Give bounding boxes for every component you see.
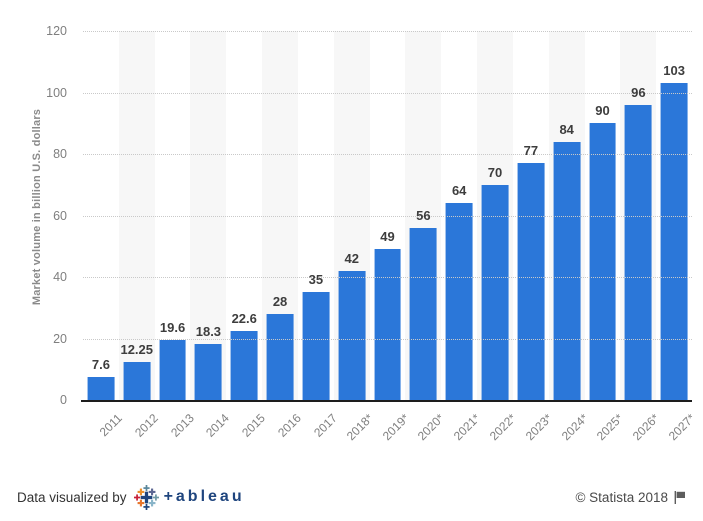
y-tick-label: 120 — [46, 24, 67, 38]
footer-attribution: Data visualized by — [17, 484, 245, 510]
y-tick-label: 80 — [53, 147, 67, 161]
column-2016: 28 — [262, 31, 298, 400]
column-2020: 56 — [405, 31, 442, 400]
column-2024: 84 — [548, 31, 585, 400]
column-2011: 7.6 — [83, 31, 119, 400]
bar-value-label: 28 — [272, 293, 288, 309]
column-2026: 96 — [620, 31, 657, 400]
bar-2026[interactable] — [624, 104, 652, 400]
statista-link[interactable]: © Statista 2018 — [575, 490, 686, 505]
statista-credit: © Statista 2018 — [575, 489, 668, 505]
column-2022: 70 — [477, 31, 513, 400]
column-2021: 64 — [441, 31, 477, 400]
y-tick-label: 100 — [46, 85, 67, 100]
bar-value-label: 49 — [380, 229, 395, 245]
column-2027: 103 — [656, 31, 692, 400]
x-tick-label: 2023* — [522, 411, 555, 444]
bar-2023[interactable] — [517, 163, 545, 400]
y-tick-label: 20 — [53, 331, 67, 346]
bar-2013[interactable] — [159, 339, 186, 400]
bar-2019[interactable] — [374, 249, 401, 400]
bar-value-label: 18.3 — [195, 323, 222, 339]
bar-2012[interactable] — [123, 362, 151, 400]
y-tick-label: 0 — [60, 393, 67, 407]
x-tick-label: 2027* — [665, 411, 698, 444]
x-tick-label: 2011 — [96, 411, 125, 440]
bar-2017[interactable] — [302, 292, 330, 400]
bar-2018[interactable] — [338, 270, 366, 400]
column-2018: 42 — [333, 31, 370, 400]
bar-value-label: 12.25 — [120, 342, 154, 358]
y-axis-ticks: 120 100 80 60 40 20 0 — [0, 0, 67, 420]
tableau-logo-icon — [133, 484, 159, 510]
x-tick-label: 2025* — [594, 411, 627, 444]
bar-value-label: 7.6 — [91, 356, 110, 372]
x-tick-label: 2016 — [275, 411, 304, 440]
footer: Data visualized by — [0, 473, 703, 521]
bar-2027[interactable] — [660, 83, 688, 400]
bar-value-label: 96 — [631, 84, 646, 100]
bar-value-label: 70 — [487, 164, 503, 180]
x-tick-label: 2022* — [486, 411, 519, 444]
column-2012: 12.25 — [118, 31, 155, 400]
bar-value-label: 90 — [595, 103, 610, 119]
bar-value-label: 35 — [308, 272, 324, 288]
bar-2014[interactable] — [194, 343, 222, 400]
y-tick-label: 60 — [53, 208, 67, 223]
bar-2020[interactable] — [409, 227, 437, 400]
column-2019: 49 — [370, 31, 406, 400]
tableau-link[interactable]: +ableau — [133, 484, 245, 510]
x-tick-label: 2024* — [558, 411, 591, 444]
bar-2016[interactable] — [266, 313, 294, 400]
bar-2021[interactable] — [445, 203, 473, 400]
x-tick-label: 2015 — [239, 411, 269, 440]
x-tick-label: 2026* — [630, 411, 663, 444]
column-2014: 18.3 — [190, 31, 227, 400]
x-tick-label: 2017 — [310, 411, 340, 440]
bar-2011[interactable] — [87, 376, 115, 400]
bar-2024[interactable] — [553, 141, 581, 400]
x-tick-label: 2020* — [415, 411, 448, 444]
bar-2015[interactable] — [230, 330, 258, 400]
bar-2022[interactable] — [481, 184, 509, 400]
bar-value-label: 19.6 — [159, 319, 186, 335]
column-2023: 77 — [513, 31, 549, 400]
column-2013: 19.6 — [155, 31, 191, 400]
x-tick-label: 2021* — [450, 411, 484, 444]
visualized-by-text: Data visualized by — [17, 489, 127, 505]
x-tick-label: 2018* — [343, 411, 376, 444]
x-tick-label: 2012 — [131, 411, 161, 440]
bar-value-label: 84 — [559, 121, 574, 137]
bar-value-label: 64 — [451, 183, 467, 199]
y-tick-label: 40 — [53, 270, 67, 284]
bar-value-label: 42 — [344, 250, 359, 266]
bar-value-label: 22.6 — [231, 310, 257, 326]
column-2017: 35 — [298, 31, 334, 400]
plot-area: 7.6 12.25 19.6 18.3 22.6 28 35 42 49 56 64 70 77 84 90… — [83, 31, 692, 400]
column-2025: 90 — [585, 31, 621, 400]
x-tick-label: 2019* — [379, 411, 412, 444]
bar-2025[interactable] — [589, 123, 616, 400]
x-axis-line — [81, 400, 692, 402]
flag-icon — [674, 490, 685, 504]
bar-value-label: 103 — [663, 63, 686, 79]
tableau-wordmark: +ableau — [163, 488, 245, 505]
x-tick-label: 2014 — [203, 411, 233, 440]
x-tick-label: 2013 — [167, 411, 197, 440]
bar-value-label: 56 — [416, 207, 431, 223]
x-axis-labels: 2011 2012 2013 2014 2015 2016 2017 2018* 2019* 20… — [83, 402, 698, 457]
bar-value-label: 77 — [523, 143, 539, 159]
column-2015: 22.6 — [226, 31, 262, 400]
